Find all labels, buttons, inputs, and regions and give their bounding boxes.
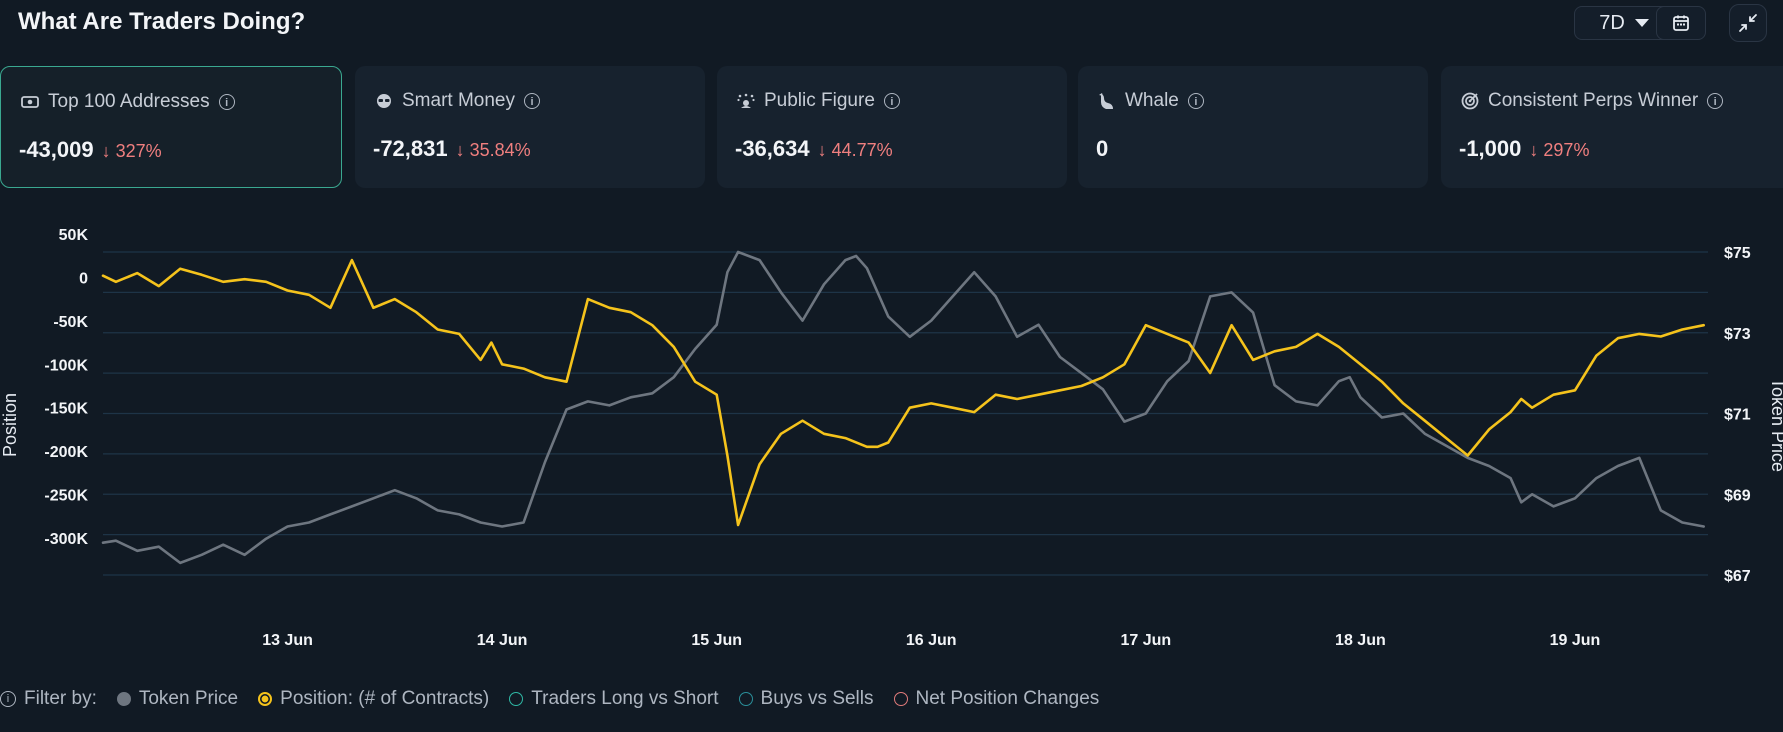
info-icon[interactable]: i: [883, 93, 900, 109]
card-change: 327%: [115, 141, 162, 161]
y-tick-label-left: -250K: [44, 488, 88, 505]
card-change: 44.77%: [831, 140, 893, 160]
x-tick-label: 14 Jun: [477, 632, 528, 649]
change-indicator: ↓ 297%: [1529, 140, 1590, 160]
x-tick-label: 16 Jun: [906, 632, 957, 649]
legend-swatch: [116, 692, 131, 706]
legend-swatch: [738, 692, 753, 706]
legend-item-position[interactable]: Position: (# of Contracts): [258, 688, 489, 710]
position-line: [101, 258, 1705, 527]
calendar-icon: [1673, 15, 1689, 31]
y-tick-label-right: $71: [1724, 407, 1751, 424]
info-icon[interactable]: i: [218, 94, 235, 110]
card-consistent-perps-winner[interactable]: Consistent Perps Winner i -1,000 ↓ 297%: [1441, 66, 1783, 188]
info-icon[interactable]: i: [523, 93, 540, 109]
card-change: 35.84%: [469, 140, 531, 160]
card-top-100-addresses[interactable]: Top 100 Addresses i -43,009 ↓ 327%: [0, 66, 342, 188]
trader-category-cards: Top 100 Addresses i -43,009 ↓ 327% Smart…: [0, 66, 1783, 188]
x-tick-label: 15 Jun: [691, 632, 742, 649]
sunglasses-icon: [377, 94, 391, 108]
x-tick-label: 17 Jun: [1120, 632, 1171, 649]
card-value: -43,009: [19, 137, 94, 162]
time-range-label: 7D: [1599, 11, 1625, 34]
y-axis-left: 50K 0 -50K -100K -150K -200K -250K -300K: [44, 227, 88, 548]
spotlight-icon: [737, 93, 755, 108]
card-label: Consistent Perps Winner: [1488, 90, 1699, 111]
legend-item-traders-long-vs-short[interactable]: Traders Long vs Short: [509, 688, 719, 710]
legend-item-token-price[interactable]: Token Price: [116, 688, 238, 710]
y-tick-label-left: -300K: [44, 531, 88, 548]
chart-series: [101, 250, 1705, 565]
y-tick-label-left: -200K: [44, 444, 88, 461]
money-icon: [21, 96, 39, 108]
card-label: Whale: [1125, 90, 1179, 111]
y-axis-right-label: Token Price: [1768, 378, 1783, 472]
card-value: -36,634: [735, 136, 810, 161]
y-tick-label-right: $67: [1724, 568, 1751, 585]
legend-item-net-position-changes[interactable]: Net Position Changes: [893, 688, 1099, 710]
target-icon: [1461, 92, 1479, 110]
x-tick-label: 13 Jun: [262, 632, 313, 649]
token-price-line: [101, 250, 1705, 565]
y-tick-label-left: -50K: [53, 314, 88, 331]
card-label: Public Figure: [764, 90, 875, 111]
position-price-chart[interactable]: 50K 0 -50K -100K -150K -200K -250K -300K $75 $73…: [0, 205, 1783, 675]
y-tick-label-left: -100K: [44, 357, 88, 374]
info-icon[interactable]: i: [1187, 93, 1204, 109]
y-tick-label-right: $73: [1724, 326, 1751, 343]
y-axis-left-label: Position: [0, 393, 20, 457]
card-smart-money[interactable]: Smart Money i -72,831 ↓ 35.84%: [355, 66, 705, 188]
y-tick-label-right: $75: [1724, 245, 1751, 262]
x-tick-label: 18 Jun: [1335, 632, 1386, 649]
change-indicator: ↓ 35.84%: [455, 140, 531, 160]
card-change: 297%: [1543, 140, 1590, 160]
legend-swatch: [893, 692, 908, 706]
info-icon[interactable]: i: [0, 691, 16, 707]
card-public-figure[interactable]: Public Figure i -36,634 ↓ 44.77%: [717, 66, 1067, 188]
card-label: Top 100 Addresses: [48, 91, 210, 112]
collapse-icon: [1739, 14, 1757, 32]
y-tick-label-right: $69: [1724, 487, 1751, 504]
card-label: Smart Money: [402, 90, 515, 111]
x-tick-label: 19 Jun: [1550, 632, 1601, 649]
change-indicator: ↓ 44.77%: [817, 140, 893, 160]
y-axis-right: $75 $73 $71 $69 $67: [1724, 245, 1751, 585]
chart-legend: i Filter by: Token Price Position: (# of…: [0, 688, 1119, 710]
info-icon[interactable]: i: [1707, 93, 1724, 109]
card-whale[interactable]: Whale i 0: [1078, 66, 1428, 188]
card-value: -72,831: [373, 136, 448, 161]
legend-swatch: [258, 692, 273, 706]
y-tick-label-left: 50K: [59, 227, 89, 244]
y-tick-label-left: 0: [79, 270, 88, 287]
whale-icon: [1099, 93, 1113, 109]
page-title: What Are Traders Doing?: [18, 8, 306, 35]
card-value: 0: [1096, 136, 1109, 161]
collapse-button[interactable]: [1729, 4, 1767, 42]
x-axis: 13 Jun 14 Jun 15 Jun 16 Jun 17 Jun 18 Jun 19 J…: [262, 632, 1600, 649]
change-indicator: ↓ 327%: [101, 141, 162, 161]
calendar-button[interactable]: [1656, 6, 1706, 40]
chevron-down-icon: [1634, 19, 1649, 27]
legend-swatch: [509, 692, 524, 706]
y-tick-label-left: -150K: [44, 401, 88, 418]
card-value: -1,000: [1459, 136, 1522, 161]
filter-label: i Filter by:: [0, 688, 97, 710]
legend-item-buys-vs-sells[interactable]: Buys vs Sells: [738, 688, 874, 710]
